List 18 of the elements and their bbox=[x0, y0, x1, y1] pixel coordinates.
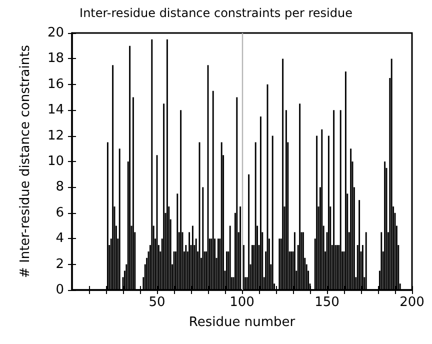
y-tick-label: 20 bbox=[47, 26, 64, 40]
y-tick-label: 18 bbox=[47, 51, 64, 66]
x-tick-label: 200 bbox=[400, 295, 424, 310]
y-tick-label: 6 bbox=[56, 205, 64, 220]
chart-title: Inter-residue distance constraints per residue bbox=[80, 6, 352, 20]
y-tick-label: 14 bbox=[47, 102, 64, 118]
y-tick-label: 16 bbox=[47, 76, 64, 92]
x-axis-title: Residue number bbox=[188, 315, 296, 330]
x-tick-label: 100 bbox=[230, 295, 254, 310]
y-tick-label: 10 bbox=[47, 154, 64, 169]
y-tick-label: 8 bbox=[56, 180, 64, 195]
x-tick-label: 50 bbox=[148, 295, 166, 310]
y-tick-label: 12 bbox=[47, 128, 64, 144]
y-tick-label: 2 bbox=[56, 256, 64, 272]
x-tick-label: 150 bbox=[314, 295, 340, 310]
y-tick-label: 0 bbox=[56, 282, 64, 298]
y-axis-title: # Inter-residue distance constraints bbox=[18, 44, 33, 278]
y-tick-label: 4 bbox=[56, 231, 64, 246]
